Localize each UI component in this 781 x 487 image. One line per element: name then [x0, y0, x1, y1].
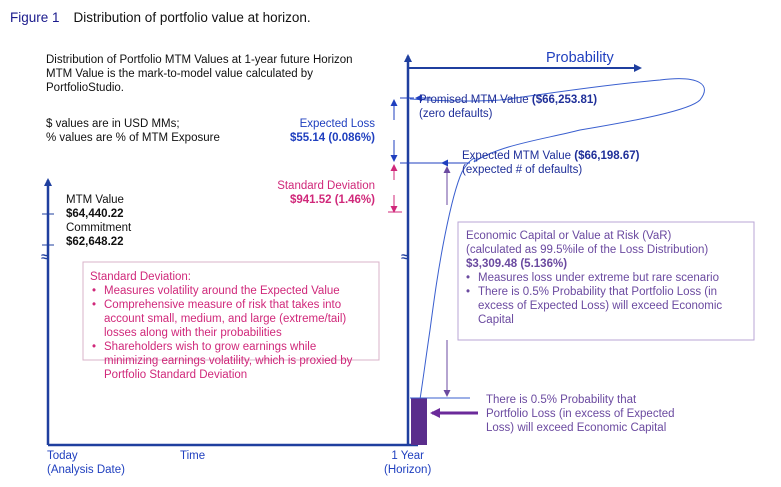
today-line-2: (Analysis Date) [47, 464, 125, 476]
std-dev-bullet-2-line-2: account small, medium, and large (extrem… [104, 313, 347, 325]
time-label: Time [180, 450, 206, 462]
commitment-amount: $62,648.22 [66, 236, 124, 248]
var-bullet-1-line-1: Measures loss under extreme but rare sce… [478, 272, 719, 284]
intro-line-3: PortfolioStudio. [46, 82, 124, 94]
expected-mtm-note: (expected # of defaults) [462, 164, 583, 176]
intro-text: Distribution of Portfolio MTM Values at … [46, 53, 353, 95]
expected-loss-label: Expected Loss [299, 118, 375, 130]
intro-line-1: Distribution of Portfolio MTM Values at … [46, 54, 353, 66]
mtm-value-amount: $64,440.22 [66, 208, 124, 220]
std-dev-box-title: Standard Deviation: [90, 271, 192, 283]
expected-loss-value: $55.14 (0.086%) [289, 132, 375, 144]
tail-note: There is 0.5% Probability that Portfolio… [486, 393, 675, 435]
economic-capital-box: Economic Capital or Value at Risk (VaR) … [466, 229, 722, 327]
horizon-line-1: 1 Year [391, 450, 424, 462]
left-axis-break: ≈ [41, 249, 49, 264]
std-dev-bullet-2-line-1: Comprehensive measure of risk that takes… [104, 299, 342, 311]
today-line-1: Today [47, 450, 78, 462]
std-dev-top-value: $941.52 (1.46%) [289, 194, 375, 206]
var-value: $3,309.48 (5.136%) [466, 258, 568, 270]
units-line-1: $ values are in USD MMs; [46, 118, 180, 130]
expected-loss-block: Expected Loss $55.14 (0.086%) [290, 117, 375, 145]
promised-mtm-value: ($66,253.81) [531, 94, 598, 106]
figure-title: Figure 1 Distribution of portfolio value … [10, 10, 311, 25]
std-dev-bullet-3-line-1: Shareholders wish to grow earnings while [104, 341, 317, 353]
figure-number: Figure 1 [10, 10, 60, 25]
units-line-2: % values are % of MTM Exposure [46, 132, 220, 144]
var-bullet: There is 0.5% Probability that Portfolio… [466, 285, 722, 327]
std-dev-top-label: Standard Deviation [277, 180, 375, 192]
var-title-line-1: Economic Capital or Value at Risk (VaR) [466, 230, 672, 242]
horizon-line-2: (Horizon) [384, 464, 432, 476]
units-note: $ values are in USD MMs; % values are % … [46, 117, 220, 145]
distribution-curve [409, 78, 705, 446]
probability-label: Probability [546, 50, 614, 66]
std-dev-bullet: Comprehensive measure of risk that takes… [92, 298, 352, 340]
today-label: Today (Analysis Date) [47, 449, 125, 477]
std-dev-bullet: Measures volatility around the Expected … [92, 284, 352, 298]
std-dev-bullet-1-line-1: Measures volatility around the Expected … [104, 285, 340, 297]
horizon-label: 1 Year (Horizon) [384, 449, 431, 477]
mtm-value-label: MTM Value [66, 194, 124, 206]
intro-line-2: MTM Value is the mark-to-model value cal… [46, 68, 313, 80]
figure-caption: Distribution of portfolio value at horiz… [73, 10, 311, 25]
var-title-line-2: (calculated as 99.5%ile of the Loss Dist… [466, 244, 709, 256]
tail-note-line-1: There is 0.5% Probability that [486, 394, 637, 406]
std-dev-bullet-3-line-2: minimizing earnings volatility, which is… [104, 355, 353, 367]
expected-mtm-label: Expected MTM Value [462, 150, 575, 162]
std-dev-box: Standard Deviation: Measures volatility … [90, 270, 352, 382]
var-bullet: Measures loss under extreme but rare sce… [466, 271, 722, 285]
right-axis-break: ≈ [401, 249, 409, 264]
expected-mtm-value: ($66,198.67) [574, 150, 640, 162]
expected-mtm-block: Expected MTM Value ($66,198.67) (expecte… [462, 149, 640, 177]
tail-area [411, 398, 427, 445]
std-dev-bullet-3-line-3: Portfolio Standard Deviation [104, 369, 248, 381]
promised-mtm-block: Promised MTM Value ($66,253.81) (zero de… [419, 93, 597, 121]
tail-note-line-3: Loss) will exceed Economic Capital [486, 422, 667, 434]
promised-mtm-note: (zero defaults) [419, 108, 493, 120]
commitment-label: Commitment [66, 222, 132, 234]
std-dev-bullet: Shareholders wish to grow earnings while… [92, 340, 352, 382]
mtm-value-block: MTM Value $64,440.22 Commitment $62,648.… [66, 193, 131, 249]
std-dev-top-block: Standard Deviation $941.52 (1.46%) [277, 179, 375, 207]
tail-note-line-2: Portfolio Loss (in excess of Expected [486, 408, 675, 420]
std-dev-bullet-2-line-3: losses along with their probabilities [104, 327, 282, 339]
var-bullet-2-line-3: Capital [478, 314, 514, 326]
var-bullet-2-line-2: excess of Expected Loss) will exceed Eco… [478, 300, 723, 312]
promised-mtm-label: Promised MTM Value [419, 94, 532, 106]
var-bullet-2-line-1: There is 0.5% Probability that Portfolio… [478, 286, 718, 298]
